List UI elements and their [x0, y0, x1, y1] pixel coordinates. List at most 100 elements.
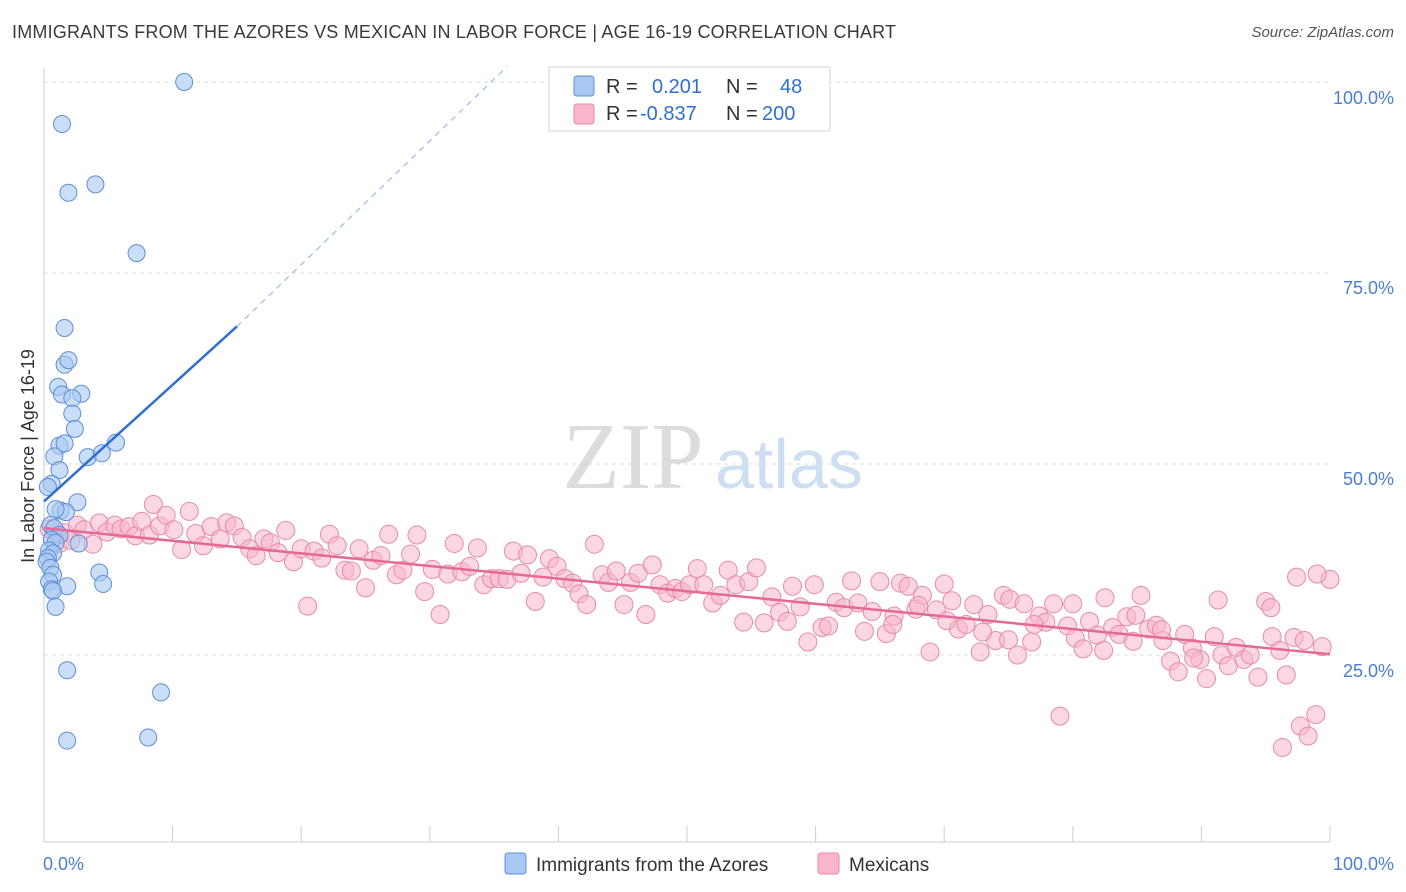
data-point-mexicans [298, 596, 318, 616]
data-point-azores [55, 434, 74, 453]
data-point-mexicans [964, 595, 984, 615]
trend-line-azores-extension [236, 66, 508, 327]
data-point-mexicans [1287, 567, 1307, 587]
data-point-azores [69, 534, 88, 553]
data-point-mexicans [862, 601, 882, 621]
legend: R = 0.201 N = 48 R = -0.837 N = 200 [548, 66, 831, 132]
data-point-azores [44, 581, 63, 600]
data-point-mexicans [970, 642, 990, 662]
legend-n-value: 200 [762, 103, 795, 125]
data-point-mexicans [1276, 665, 1296, 685]
data-point-mexicans [356, 578, 375, 598]
data-point-azores [53, 115, 72, 134]
data-point-mexicans [467, 538, 487, 558]
data-point-mexicans [444, 533, 464, 553]
x-tick-label-min: 0.0% [43, 854, 84, 874]
legend-frame [548, 66, 831, 132]
bottom-legend-label-azores: Immigrants from the Azores [536, 855, 768, 876]
data-point-mexicans [1307, 564, 1327, 584]
bottom-legend: Immigrants from the Azores Mexicans [504, 852, 929, 876]
data-point-mexicans [1197, 669, 1217, 689]
data-point-mexicans [584, 534, 604, 554]
data-point-mexicans [1204, 627, 1224, 647]
data-point-mexicans [1008, 645, 1028, 665]
data-point-mexicans [1126, 605, 1146, 625]
legend-swatch-mexicans [573, 103, 595, 125]
trend-layer [43, 66, 1331, 656]
data-point-azores [139, 728, 158, 747]
data-point-azores [92, 444, 111, 463]
data-point-azores [175, 73, 194, 91]
data-point-mexicans [870, 572, 890, 592]
data-point-mexicans [854, 621, 874, 641]
data-point-mexicans [687, 559, 707, 579]
data-point-mexicans [818, 616, 838, 636]
x-tick-label-max: 100.0% [1333, 854, 1394, 874]
watermark-atlas: atlas [715, 425, 863, 503]
bottom-legend-swatch-mexicans [817, 852, 840, 875]
data-point-mexicans [606, 561, 626, 581]
data-point-mexicans [934, 574, 954, 594]
data-point-mexicans [777, 611, 797, 631]
legend-r-label: R = [606, 76, 638, 98]
data-point-mexicans [430, 605, 450, 625]
data-point-mexicans [883, 614, 903, 634]
data-point-mexicans [746, 558, 766, 578]
data-point-azores [50, 461, 69, 480]
data-point-mexicans [1014, 594, 1034, 614]
data-point-mexicans [1050, 706, 1070, 726]
data-point-azores [46, 500, 65, 519]
data-point-azores [58, 661, 77, 680]
data-point-mexicans [341, 561, 361, 581]
data-point-mexicans [908, 595, 928, 615]
mexicans-points [39, 494, 1340, 757]
data-point-mexicans [798, 632, 818, 652]
data-point-mexicans [1240, 645, 1260, 665]
data-point-azores [58, 731, 77, 750]
bottom-legend-swatch-azores [504, 852, 527, 875]
data-point-azores [68, 493, 87, 512]
data-point-mexicans [1248, 667, 1268, 687]
data-point-mexicans [628, 563, 648, 583]
data-point-mexicans [1131, 585, 1151, 605]
data-point-azores [63, 389, 82, 408]
data-point-mexicans [804, 575, 824, 595]
data-point-mexicans [1073, 639, 1093, 659]
y-tick-label: 75.0% [1343, 278, 1394, 298]
data-point-azores [86, 175, 105, 194]
data-point-azores [152, 683, 171, 702]
data-point-mexicans [842, 571, 862, 591]
data-point-mexicans [1168, 662, 1188, 682]
data-point-azores [55, 319, 74, 338]
data-point-mexicans [518, 545, 538, 565]
data-point-mexicans [379, 524, 399, 544]
data-point-mexicans [1184, 648, 1204, 668]
data-point-mexicans [942, 591, 962, 611]
data-point-mexicans [734, 612, 754, 632]
data-point-mexicans [1095, 588, 1115, 608]
data-point-mexicans [920, 642, 940, 662]
data-point-mexicans [898, 576, 918, 596]
data-point-mexicans [193, 536, 213, 556]
bottom-legend-label-mexicans: Mexicans [849, 855, 929, 876]
data-point-mexicans [1312, 637, 1332, 657]
data-point-mexicans [349, 539, 369, 559]
data-point-mexicans [642, 555, 662, 575]
data-point-mexicans [393, 560, 413, 580]
data-point-azores [65, 419, 84, 438]
legend-r-value: -0.837 [640, 103, 697, 125]
grid-layer [44, 81, 1330, 656]
data-point-mexicans [210, 529, 230, 549]
data-point-azores [63, 404, 82, 423]
data-point-mexicans [999, 630, 1018, 650]
chart-title: IMMIGRANTS FROM THE AZORES VS MEXICAN IN… [12, 22, 897, 42]
data-point-mexicans [754, 613, 774, 633]
data-point-mexicans [1094, 640, 1114, 660]
data-point-mexicans [1294, 630, 1314, 650]
data-point-mexicans [1022, 632, 1042, 652]
data-point-mexicans [1306, 705, 1326, 725]
data-point-azores [59, 351, 78, 370]
data-point-mexicans [246, 546, 266, 566]
y-tick-label: 25.0% [1343, 661, 1394, 681]
data-point-mexicans [614, 595, 634, 615]
